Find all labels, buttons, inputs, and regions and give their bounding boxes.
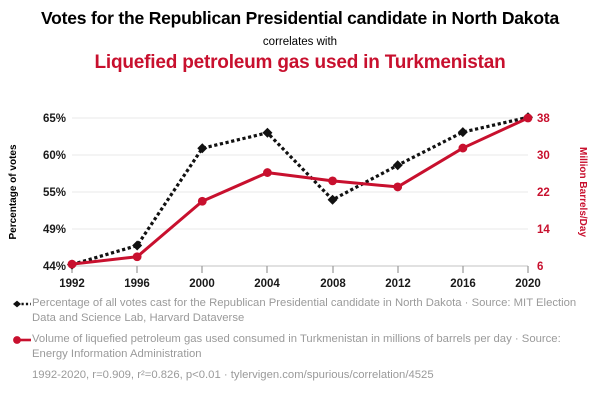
x-tick-7: 2020 <box>515 278 541 290</box>
data-point-s1-1996 <box>132 240 143 251</box>
y-axis-left-title: Percentage of votes <box>8 144 19 239</box>
y-axis-right-ticks: 38 30 22 14 6 <box>537 113 550 273</box>
correlation-line-chart: 65% 60% 55% 49% 44% 38 30 22 14 6 1992 1… <box>8 112 588 290</box>
legend-label-series2: Volume of liquefied petroleum gas used c… <box>32 332 561 360</box>
data-point-s2-1992 <box>67 259 77 269</box>
x-tick-5: 2012 <box>385 278 411 290</box>
data-point-s1-2016 <box>457 127 468 138</box>
y-right-tick-2: 22 <box>537 187 550 199</box>
page-subtitle: Liquefied petroleum gas used in Turkmeni… <box>94 51 506 73</box>
chart-series-layer <box>67 112 533 270</box>
y-right-tick-3: 30 <box>537 150 550 162</box>
y-left-tick-3: 60% <box>43 150 66 162</box>
correlation-connector-text: correlates with <box>262 35 338 48</box>
data-point-s2-1996 <box>132 252 142 262</box>
y-left-tick-4: 65% <box>43 113 66 125</box>
y-axis-left-ticks: 65% 60% 55% 49% 44% <box>43 113 66 273</box>
y-left-tick-1: 49% <box>43 224 66 236</box>
red-circle-solid-line-icon <box>6 334 32 348</box>
page-title: Votes for the Republican Presidential ca… <box>40 8 559 28</box>
y-axis-right-title: Million Barrels/Day <box>577 147 588 237</box>
series-line-1 <box>71 115 529 267</box>
correlation-stats-text: 1992-2020, r=0.909, r²=0.826, p<0.01 · t… <box>32 368 434 381</box>
chart-gridlines <box>72 117 528 267</box>
data-point-s2-2016 <box>458 143 468 153</box>
x-axis-ticks: 1992 1996 2000 2004 2008 2012 2016 2020 <box>59 278 541 290</box>
data-point-s2-2012 <box>393 182 403 192</box>
data-point-s1-2004 <box>262 127 273 138</box>
data-point-s1-2012 <box>392 160 403 171</box>
x-tick-0: 1992 <box>59 278 85 290</box>
black-diamond-dotted-line-icon <box>6 298 32 312</box>
x-tick-2: 2000 <box>189 278 215 290</box>
title-block: Votes for the Republican Presidential ca… <box>0 0 600 75</box>
legend-entry-series2: Volume of liquefied petroleum gas used c… <box>0 332 600 362</box>
chart-x-axis-line <box>71 265 529 273</box>
data-point-s1-2008 <box>327 194 338 205</box>
legend-label-series1: Percentage of all votes cast for the Rep… <box>32 297 577 324</box>
y-right-tick-0: 6 <box>537 261 543 273</box>
chart-area: 65% 60% 55% 49% 44% 38 30 22 14 6 1992 1… <box>0 103 600 293</box>
y-right-tick-1: 14 <box>537 224 550 236</box>
data-point-s1-2000 <box>197 143 208 154</box>
data-point-s2-2000 <box>197 196 207 206</box>
data-point-s2-2020 <box>523 113 533 123</box>
legend-entry-series1: Percentage of all votes cast for the Rep… <box>0 296 600 326</box>
series-line-2 <box>70 116 530 266</box>
data-point-s2-2004 <box>263 168 272 177</box>
x-tick-3: 2004 <box>254 278 280 290</box>
y-right-tick-4: 38 <box>537 113 550 125</box>
x-tick-6: 2016 <box>450 278 476 290</box>
x-tick-4: 2008 <box>320 278 346 290</box>
y-left-tick-0: 44% <box>43 261 66 273</box>
data-point-s2-2008 <box>328 176 337 186</box>
y-left-tick-2: 55% <box>43 187 66 199</box>
chart-legend-footnotes: Percentage of all votes cast for the Rep… <box>0 296 600 383</box>
x-tick-1: 1996 <box>124 278 150 290</box>
